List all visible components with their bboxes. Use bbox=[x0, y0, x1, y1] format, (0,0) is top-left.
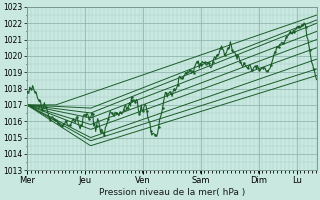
X-axis label: Pression niveau de la mer( hPa ): Pression niveau de la mer( hPa ) bbox=[99, 188, 245, 197]
